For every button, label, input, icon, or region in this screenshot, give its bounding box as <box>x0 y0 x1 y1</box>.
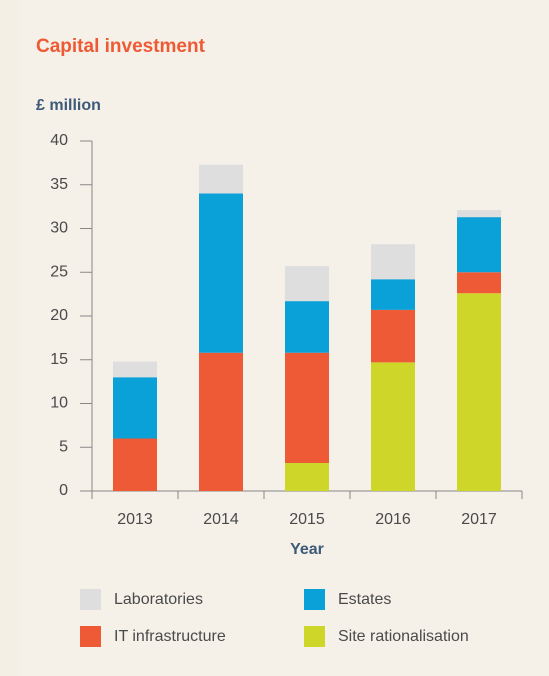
bar-segment <box>285 352 329 463</box>
bar-segment <box>371 362 415 491</box>
y-tick-label: 10 <box>50 395 68 412</box>
y-tick-label: 5 <box>59 438 68 455</box>
y-tick-label: 25 <box>50 263 68 280</box>
bar-segment <box>199 193 243 353</box>
x-tick-label: 2015 <box>289 511 325 528</box>
y-tick-label: 15 <box>50 351 68 368</box>
chart-title: Capital investment <box>36 36 206 57</box>
bar-segment <box>371 279 415 310</box>
legend-swatch <box>304 589 325 610</box>
legend-swatch <box>80 626 101 647</box>
y-axis-label: £ million <box>36 97 101 114</box>
bar-segment <box>285 266 329 302</box>
bar-segment <box>457 272 501 294</box>
bar-segment <box>199 352 243 491</box>
bar-segment <box>113 377 157 439</box>
x-axis-label: Year <box>290 541 324 558</box>
bar-segment <box>285 463 329 491</box>
legend-swatch <box>80 589 101 610</box>
bar-segment <box>199 164 243 194</box>
legend-label: IT infrastructure <box>114 628 226 645</box>
bar-segment <box>113 438 157 491</box>
y-tick-label: 40 <box>50 132 68 149</box>
bar-segment <box>285 301 329 353</box>
bar-segment <box>457 217 501 273</box>
bar-segment <box>457 293 501 491</box>
y-tick-label: 35 <box>50 176 68 193</box>
x-tick-label: 2016 <box>375 511 411 528</box>
legend-label: Estates <box>338 591 391 608</box>
legend-swatch <box>304 626 325 647</box>
y-tick-label: 0 <box>59 482 68 499</box>
bar-segment <box>113 361 157 378</box>
y-tick-label: 20 <box>50 307 68 324</box>
x-tick-label: 2017 <box>461 511 497 528</box>
x-tick-label: 2014 <box>203 511 239 528</box>
bar-segment <box>457 210 501 218</box>
y-tick-label: 30 <box>50 220 68 237</box>
bar-segment <box>371 309 415 363</box>
x-tick-label: 2013 <box>117 511 153 528</box>
legend-label: Laboratories <box>114 591 203 608</box>
legend-label: Site rationalisation <box>338 628 469 645</box>
bar-segment <box>371 244 415 280</box>
